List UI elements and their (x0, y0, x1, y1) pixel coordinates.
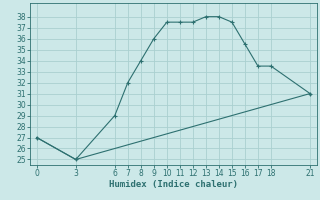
X-axis label: Humidex (Indice chaleur): Humidex (Indice chaleur) (109, 180, 238, 189)
